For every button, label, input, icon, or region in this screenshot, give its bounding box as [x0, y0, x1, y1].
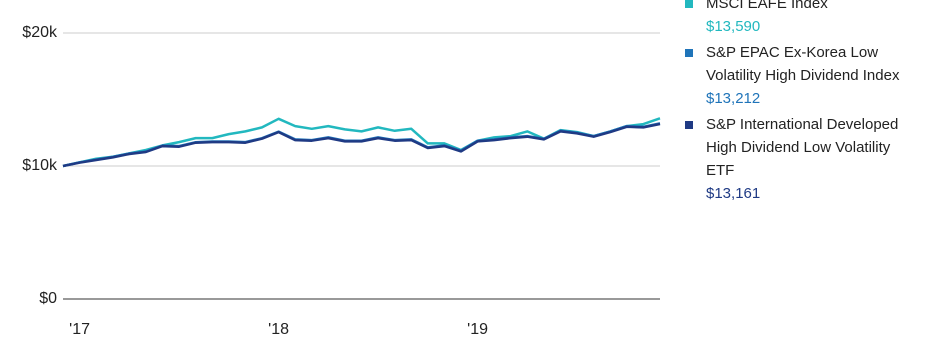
legend-label: S&P EPAC Ex-Korea Low Volatility High Di… [706, 44, 900, 84]
y-tick-label: $10k [22, 157, 58, 174]
legend-item: S&P International Developed High Dividen… [685, 113, 910, 205]
legend-label: MSCI EAFE Index [706, 0, 828, 12]
legend-swatch [685, 49, 693, 57]
legend-value: $13,212 [706, 90, 761, 107]
series-line [62, 122, 661, 168]
series-line [62, 122, 661, 168]
x-tick-label: '17 [69, 321, 90, 338]
legend: MSCI EAFE Index $13,590 S&P EPAC Ex-Korea … [685, 0, 910, 208]
legend-text: MSCI EAFE Index $13,590 [706, 0, 901, 38]
legend-swatch [685, 121, 693, 129]
legend-item: S&P EPAC Ex-Korea Low Volatility High Di… [685, 41, 910, 110]
legend-value: $13,161 [706, 185, 761, 202]
x-tick-label: '19 [467, 321, 488, 338]
legend-label: S&P International Developed High Dividen… [706, 116, 899, 179]
chart: $0 $10k $20k '17 '18 '19 [22, 24, 661, 338]
legend-item: MSCI EAFE Index $13,590 [685, 0, 910, 38]
legend-text: S&P EPAC Ex-Korea Low Volatility High Di… [706, 41, 901, 110]
y-tick-label: $0 [39, 290, 57, 307]
legend-value: $13,590 [706, 18, 761, 35]
y-tick-label: $20k [22, 24, 58, 41]
legend-text: S&P International Developed High Dividen… [706, 113, 901, 205]
legend-swatch [685, 0, 693, 8]
x-tick-label: '18 [268, 321, 289, 338]
